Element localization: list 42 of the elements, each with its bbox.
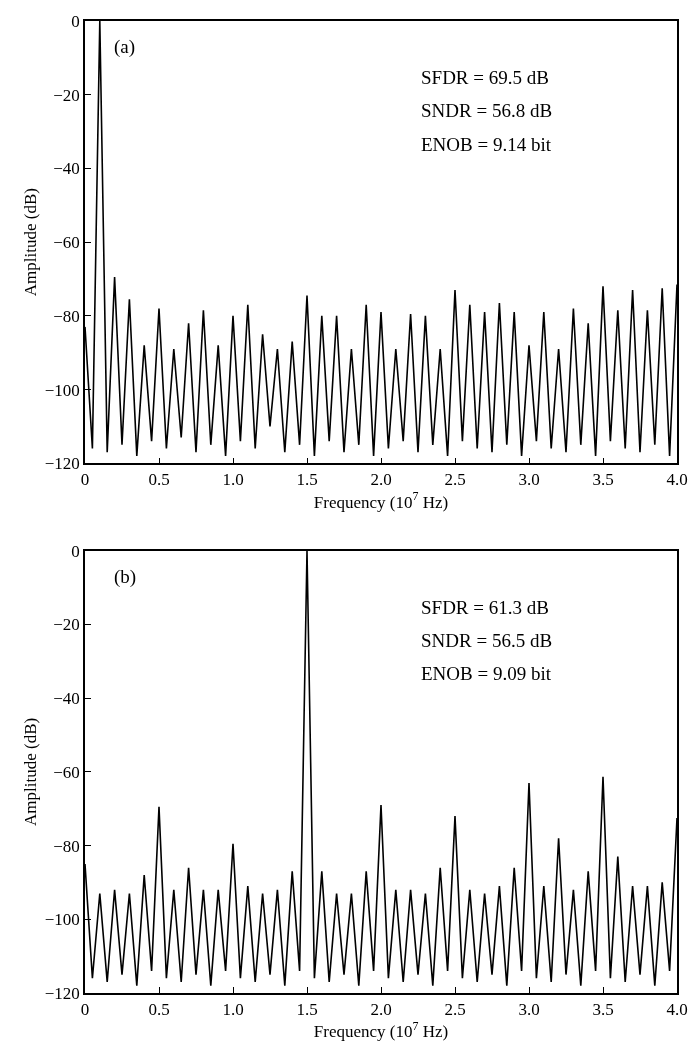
x-tick-label: 1.0 xyxy=(222,1000,244,1020)
y-tick-label: −60 xyxy=(53,762,80,782)
y-axis-title: Amplitude (dB) xyxy=(20,188,40,297)
x-tick-label: 2.5 xyxy=(444,1000,466,1020)
x-axis-title: Frequency (10$^{7}$ Hz) xyxy=(313,1019,449,1042)
annotation: ENOB = 9.14 bit xyxy=(421,134,552,155)
annotation: (a) xyxy=(114,36,136,58)
y-tick-label: −20 xyxy=(53,85,80,105)
x-tick-label: 4.0 xyxy=(666,470,688,490)
x-tick-label: 3.5 xyxy=(592,470,614,490)
y-tick-label: −120 xyxy=(44,983,80,1003)
x-tick-label: 2.0 xyxy=(370,1000,392,1020)
x-tick-label: 3.0 xyxy=(518,470,540,490)
annotation: (b) xyxy=(114,566,137,588)
annotation: ENOB = 9.09 bit xyxy=(421,663,552,684)
y-tick-label: 0 xyxy=(71,11,80,31)
x-tick-label: 2.5 xyxy=(444,470,466,490)
x-tick-label: 2.0 xyxy=(370,470,392,490)
annotation: SNDR = 56.5 dB xyxy=(421,630,553,651)
y-tick-label: −120 xyxy=(44,454,80,474)
y-tick-label: −100 xyxy=(44,380,80,400)
y-tick-label: −80 xyxy=(53,306,80,326)
annotation: SNDR = 56.8 dB xyxy=(421,100,553,121)
x-tick-label: 0.5 xyxy=(148,1000,170,1020)
x-tick-label: 3.0 xyxy=(518,1000,540,1020)
y-tick-label: −20 xyxy=(53,615,80,635)
x-axis-title: Frequency (10$^{7}$ Hz) xyxy=(313,489,449,512)
x-tick-label: 0.5 xyxy=(148,470,170,490)
y-axis-title: Amplitude (dB) xyxy=(20,717,40,826)
annotation: SFDR = 61.3 dB xyxy=(421,597,549,618)
x-tick-label: 1.5 xyxy=(296,470,318,490)
annotation: SFDR = 69.5 dB xyxy=(421,67,549,88)
x-tick-label: 4.0 xyxy=(666,1000,688,1020)
y-tick-label: −40 xyxy=(53,159,80,179)
x-tick-label: 1.0 xyxy=(222,470,244,490)
y-tick-label: −40 xyxy=(53,689,80,709)
y-tick-label: 0 xyxy=(71,541,80,561)
x-tick-label: 3.5 xyxy=(592,1000,614,1020)
x-tick-label: 1.5 xyxy=(296,1000,318,1020)
y-tick-label: −100 xyxy=(44,910,80,930)
y-tick-label: −80 xyxy=(53,836,80,856)
y-tick-label: −60 xyxy=(53,233,80,253)
